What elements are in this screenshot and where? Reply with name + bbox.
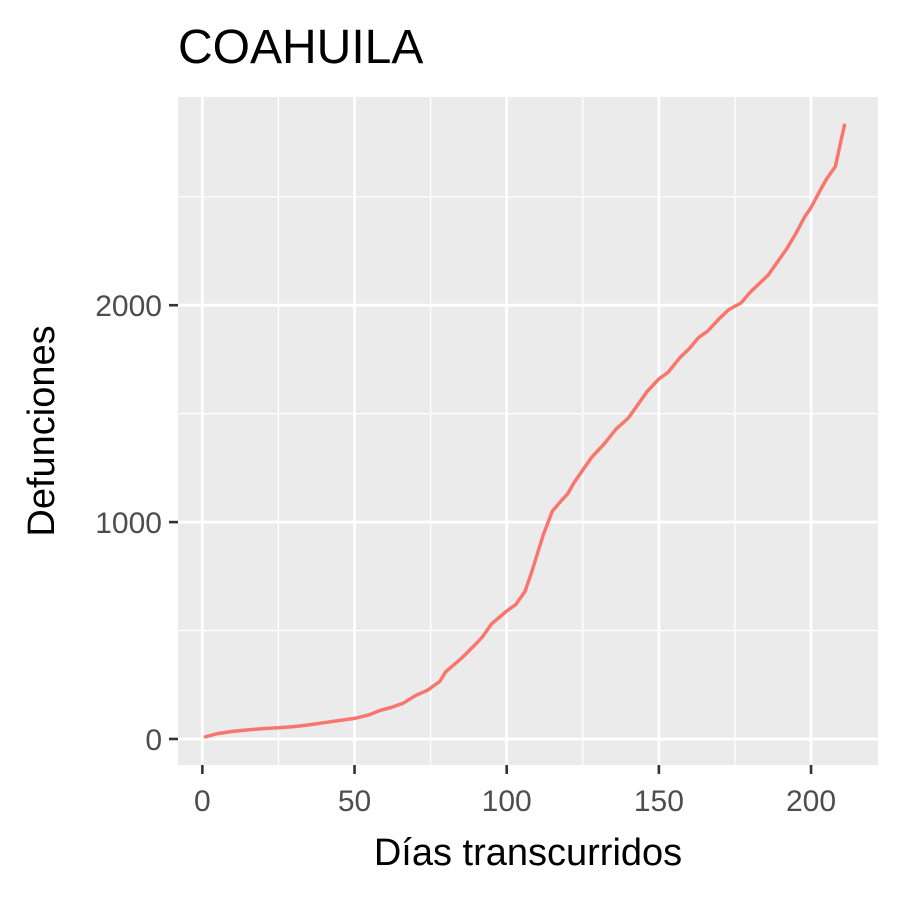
x-axis: 0 50 100 150 200 [194,765,836,818]
x-tick-label: 50 [338,785,371,818]
y-tick-label: 2000 [95,290,162,323]
x-tick-label: 100 [482,785,532,818]
y-tick-label: 1000 [95,507,162,540]
x-axis-title: Días transcurridos [374,832,682,874]
major-gridlines [178,97,878,765]
x-tick-label: 200 [786,785,836,818]
y-tick-label: 0 [145,724,162,757]
plot-panel [178,97,878,765]
y-axis-title: Defunciones [21,325,63,536]
x-tick-label: 150 [634,785,684,818]
x-tick-label: 0 [194,785,211,818]
minor-gridlines [178,97,878,765]
chart-title: COAHUILA [178,21,423,74]
y-axis: 0 1000 2000 [95,290,178,757]
series-line [203,123,847,739]
